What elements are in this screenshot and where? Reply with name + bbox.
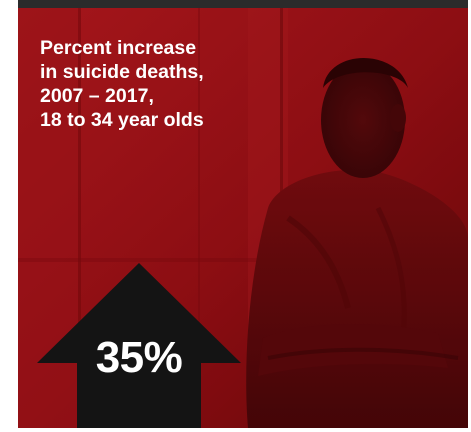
headline: Percent increase in suicide deaths, 2007… [40, 36, 290, 132]
headline-line: Percent increase [40, 37, 197, 59]
top-bar [18, 0, 468, 8]
statistic-block: 35% [37, 263, 247, 428]
up-arrow-icon [37, 263, 241, 428]
percent-value: 35% [95, 333, 183, 382]
infographic-card: Percent increase in suicide deaths, 2007… [18, 0, 468, 428]
headline-line: 18 to 34 year olds [40, 109, 204, 131]
headline-line: in suicide deaths, [40, 61, 204, 83]
headline-line: 2007 – 2017, [40, 85, 154, 107]
